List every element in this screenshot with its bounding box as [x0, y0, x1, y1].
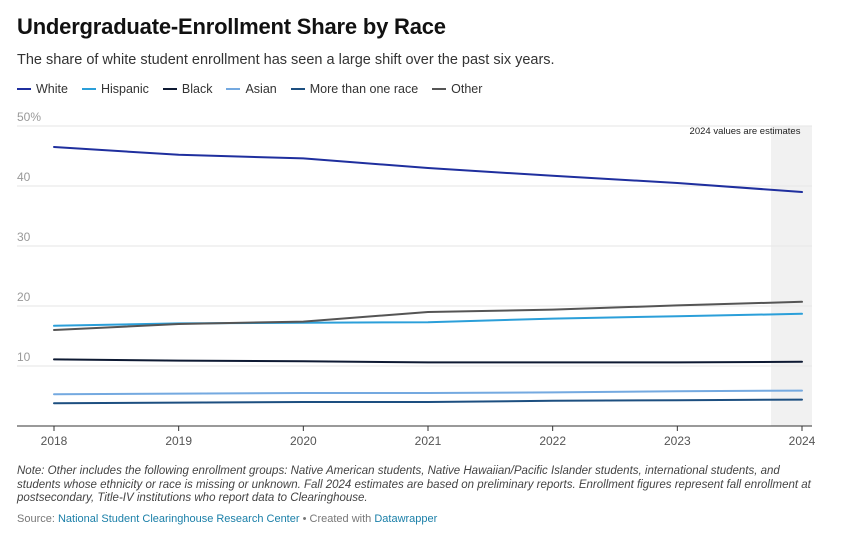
chart-title: Undergraduate-Enrollment Share by Race: [17, 14, 446, 39]
legend-label: Asian: [245, 82, 277, 96]
chart-source: Source: National Student Clearinghouse R…: [17, 513, 437, 525]
y-tick-label: 50%: [17, 110, 41, 124]
x-tick-label: 2021: [415, 434, 442, 448]
source-label: Source:: [17, 513, 55, 525]
legend-label: White: [36, 82, 68, 96]
chart-note: Note: Other includes the following enrol…: [17, 465, 811, 504]
estimate-annotation: 2024 values are estimates: [690, 126, 801, 137]
estimate-band: [771, 126, 812, 426]
legend-item-white: White: [17, 82, 68, 96]
legend-label: More than one race: [309, 82, 419, 96]
y-tick-label: 10: [17, 350, 31, 364]
legend-label: Black: [181, 82, 213, 96]
datawrapper-link[interactable]: Datawrapper: [374, 513, 438, 525]
y-tick-label: 20: [17, 290, 31, 304]
legend-item-hispanic: Hispanic: [81, 82, 149, 96]
x-tick-label: 2022: [539, 434, 566, 448]
y-tick-label: 30: [17, 230, 31, 244]
legend-swatch: [81, 88, 96, 90]
line-chart: 50% 40 30 20 10 2018 2019 2020 2021 2022 2023 2024 2…: [17, 110, 816, 448]
x-tick-label: 2024: [789, 434, 816, 448]
legend: White Hispanic Black Asian More than one…: [17, 82, 496, 96]
legend-item-multiracial: More than one race: [290, 82, 419, 96]
legend-swatch: [432, 88, 447, 90]
series-line-white: [53, 146, 803, 193]
x-tick-label: 2020: [290, 434, 317, 448]
series-line-black: [53, 358, 803, 364]
source-separator: •: [302, 513, 307, 525]
x-tick-label: 2018: [41, 434, 68, 448]
legend-swatch: [226, 88, 241, 90]
created-with-label: Created with: [309, 513, 372, 525]
x-tick-label: 2019: [165, 434, 192, 448]
series-line-more-than-one-race: [53, 398, 803, 405]
legend-swatch: [17, 88, 31, 90]
y-tick-label: 40: [17, 170, 31, 184]
series-line-other: [53, 300, 803, 331]
legend-swatch: [162, 88, 177, 90]
legend-item-other: Other: [432, 82, 482, 96]
legend-label: Other: [451, 82, 483, 96]
legend-label: Hispanic: [100, 82, 149, 96]
series-line-asian: [53, 389, 803, 396]
legend-item-asian: Asian: [226, 82, 277, 96]
legend-item-black: Black: [162, 82, 213, 96]
legend-swatch: [290, 88, 305, 90]
source-link[interactable]: National Student Clearinghouse Research …: [57, 513, 300, 525]
chart-subtitle: The share of white student enrollment ha…: [17, 52, 555, 68]
x-tick-label: 2023: [664, 434, 691, 448]
